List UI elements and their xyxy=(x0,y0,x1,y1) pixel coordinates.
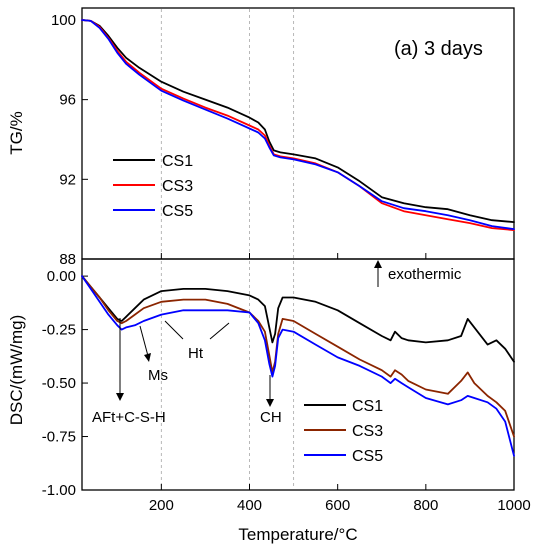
dsc-series-cs1 xyxy=(81,275,515,363)
aft-label: AFt+C-S-H xyxy=(92,409,166,426)
tg-series-cs1 xyxy=(81,19,515,224)
tg-y-axis-title: TG/% xyxy=(7,111,26,154)
tg-series-cs5 xyxy=(81,19,515,231)
tg-series-group xyxy=(81,19,515,232)
x-axis-ticks: 200 400 600 800 1000 xyxy=(149,253,531,514)
tg-y-axis-ticks: 88 92 96 100 xyxy=(51,12,88,268)
dsc-legend: CS1 CS3 CS5 xyxy=(304,398,383,465)
dsc-y-tick-label-3: -0.25 xyxy=(42,322,76,339)
tg-legend-label-cs3: CS3 xyxy=(162,178,193,195)
tg-y-tick-label-2: 96 xyxy=(59,92,76,109)
ms-arrow xyxy=(139,325,149,357)
ms-label: Ms xyxy=(148,367,168,384)
dsc-plot-frame xyxy=(81,258,515,491)
ms-arrowhead xyxy=(144,353,151,362)
dsc-legend-label-cs5: CS5 xyxy=(352,448,383,465)
x-axis-title: Temperature/°C xyxy=(238,525,357,544)
tg-y-tick-label-1: 92 xyxy=(59,171,76,188)
ht-arrow-left xyxy=(164,320,184,340)
tg-legend: CS1 CS3 CS5 xyxy=(113,153,193,220)
dsc-y-axis-title: DSC/(mW/mg) xyxy=(7,315,26,425)
dsc-annotations xyxy=(116,260,382,407)
dsc-y-tick-label-4: 0.00 xyxy=(47,268,76,285)
x-tick-label-200: 200 xyxy=(149,497,174,514)
dsc-legend-label-cs3: CS3 xyxy=(352,423,383,440)
dsc-y-tick-label-0: -1.00 xyxy=(42,482,76,499)
exothermic-label: exothermic xyxy=(388,266,462,283)
dsc-y-axis-ticks: -1.00 -0.75 -0.50 -0.25 0.00 xyxy=(42,268,88,499)
tg-legend-label-cs1: CS1 xyxy=(162,153,193,170)
dsc-y-tick-label-2: -0.50 xyxy=(42,375,76,392)
ht-arrow-right xyxy=(209,322,230,340)
dsc-legend-label-cs1: CS1 xyxy=(352,398,383,415)
tg-series-cs3 xyxy=(81,19,515,232)
aft-arrowhead xyxy=(116,393,124,401)
tg-legend-label-cs5: CS5 xyxy=(162,203,193,220)
dsc-series-group xyxy=(81,275,515,457)
ch-label: CH xyxy=(260,409,282,426)
dsc-y-tick-label-1: -0.75 xyxy=(42,429,76,446)
tg-panel-title: (a) 3 days xyxy=(394,38,483,60)
x-tick-label-600: 600 xyxy=(325,497,350,514)
tg-y-tick-label-0: 88 xyxy=(59,251,76,268)
x-tick-label-400: 400 xyxy=(237,497,262,514)
dsc-series-cs5 xyxy=(81,275,515,457)
x-tick-label-1000: 1000 xyxy=(497,497,530,514)
exothermic-arrowhead xyxy=(374,260,382,268)
tg-y-tick-label-3: 100 xyxy=(51,12,76,29)
x-tick-label-800: 800 xyxy=(413,497,438,514)
dsc-series-cs3 xyxy=(81,275,515,438)
ht-label: Ht xyxy=(188,345,204,362)
ch-arrowhead xyxy=(266,399,274,407)
